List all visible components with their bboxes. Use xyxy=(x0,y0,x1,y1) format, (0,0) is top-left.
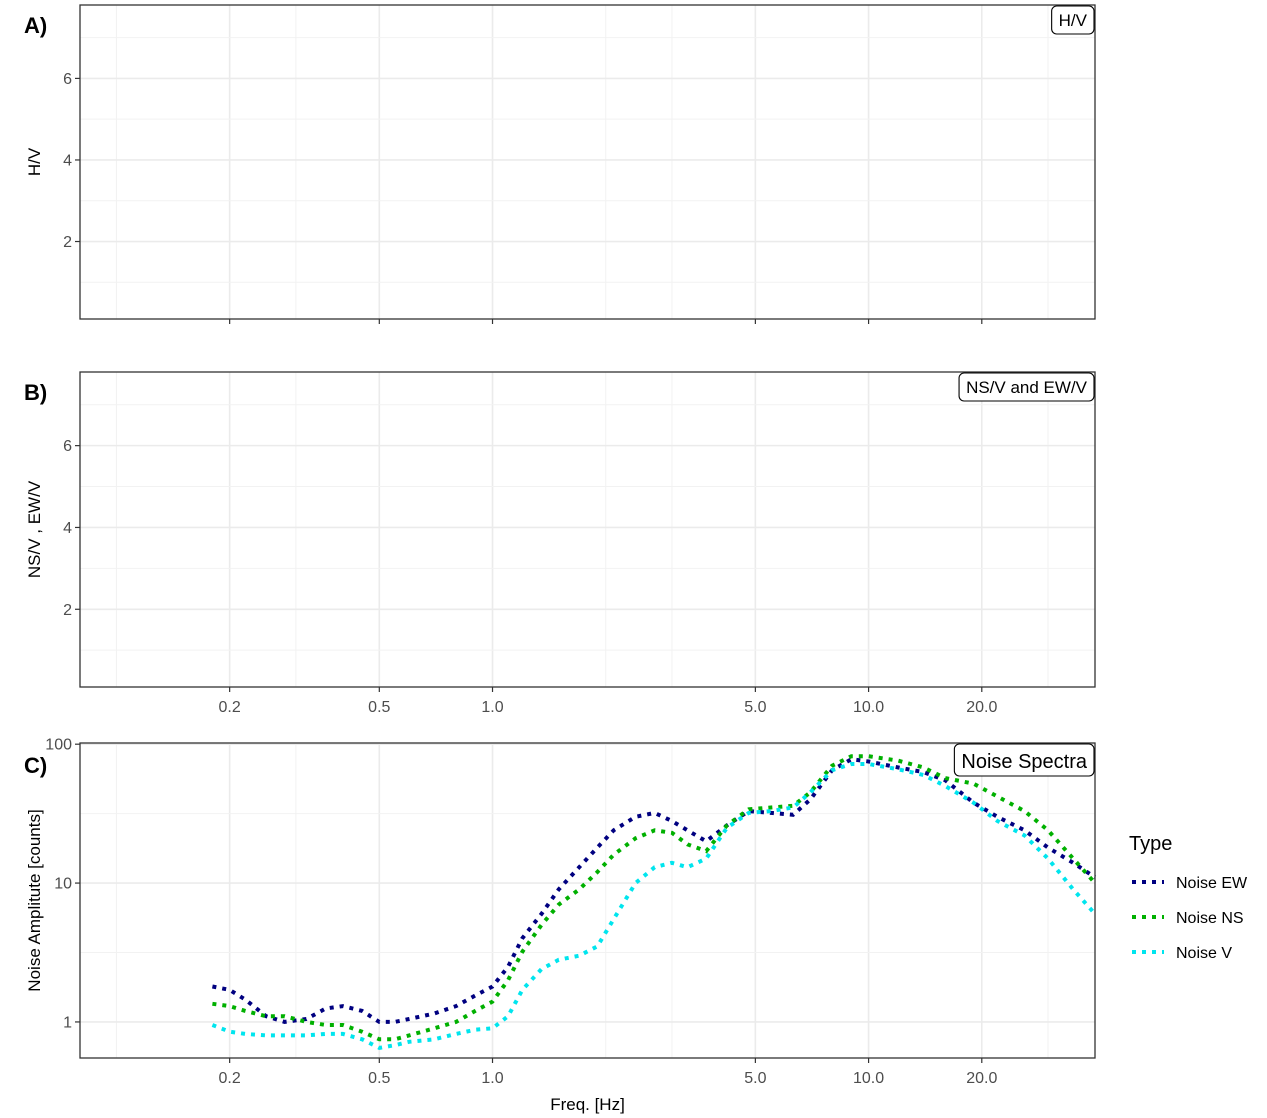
x-tick-label: 1.0 xyxy=(481,1070,503,1087)
y-tick-label: 2 xyxy=(63,234,72,251)
plot-background xyxy=(80,372,1095,687)
x-tick-label: 0.5 xyxy=(368,1070,390,1087)
legend: Type Noise EW Noise NS Noise V xyxy=(1129,833,1248,962)
strip-label-text: Noise Spectra xyxy=(961,751,1087,773)
strip-label-text: H/V xyxy=(1059,11,1088,30)
y-tick-label: 10 xyxy=(54,876,72,893)
panel-3: 1 10 100 0.2 0.5 1.0 5.0 10.0 20.0 Noise Amplitut… xyxy=(24,737,1097,1114)
x-axis-label: Freq. [Hz] xyxy=(550,1095,625,1114)
panel-1: 2 4 6 H/V H/V A) xyxy=(24,4,1096,324)
y-tick-label: 4 xyxy=(63,152,72,169)
legend-item: Noise NS xyxy=(1132,910,1244,927)
y-tick-label: 1 xyxy=(63,1014,72,1031)
y-axis-label: NS/V , EW/V xyxy=(25,480,44,578)
panel-letter: C) xyxy=(24,753,47,778)
legend-label: Noise NS xyxy=(1176,910,1244,927)
x-tick-label: 0.2 xyxy=(219,1070,241,1087)
plot-background xyxy=(80,743,1095,1058)
x-tick-label: 0.2 xyxy=(219,699,241,716)
y-tick-label: 2 xyxy=(63,602,72,619)
panel-2: 2 4 6 0.2 0.5 1.0 5.0 10.0 20.0 NS/V , EW/V NS/V a… xyxy=(24,371,1096,716)
x-tick-label: 1.0 xyxy=(481,699,503,716)
x-tick-label: 0.5 xyxy=(368,699,390,716)
strip-label-box xyxy=(958,372,1095,402)
panel-border xyxy=(79,742,1096,1059)
y-tick-label: 6 xyxy=(63,71,72,88)
legend-title: Type xyxy=(1129,833,1172,855)
strip-label: NS/V and EW/V xyxy=(958,372,1095,402)
panel-letter: A) xyxy=(24,13,47,38)
strip-label-box xyxy=(953,743,1095,777)
panel-letter: B) xyxy=(24,380,47,405)
legend-label: Noise V xyxy=(1176,945,1232,962)
x-tick-label: 10.0 xyxy=(853,1070,884,1087)
strip-label: H/V xyxy=(1051,5,1095,35)
legend-item: Noise EW xyxy=(1132,875,1248,892)
x-tick-label: 5.0 xyxy=(744,1070,766,1087)
plot-background xyxy=(80,5,1095,319)
y-tick-label: 100 xyxy=(45,737,72,754)
strip-label-text: NS/V and EW/V xyxy=(966,378,1088,397)
strip-label-box xyxy=(1051,5,1095,35)
series-line-noise-ew xyxy=(212,757,1097,1024)
y-tick-label: 6 xyxy=(63,438,72,455)
x-tick-label: 20.0 xyxy=(966,1070,997,1087)
x-tick-label: 10.0 xyxy=(853,699,884,716)
y-axis-label: Noise Amplitute [counts] xyxy=(25,809,44,991)
panel-border xyxy=(79,4,1096,320)
y-axis-label: H/V xyxy=(25,147,44,176)
legend-label: Noise EW xyxy=(1176,875,1248,892)
panel-border xyxy=(79,371,1096,688)
x-tick-label: 5.0 xyxy=(744,699,766,716)
legend-item: Noise V xyxy=(1132,945,1232,962)
y-tick-label: 4 xyxy=(63,520,72,537)
strip-label: Noise Spectra xyxy=(953,743,1095,777)
x-tick-label: 20.0 xyxy=(966,699,997,716)
